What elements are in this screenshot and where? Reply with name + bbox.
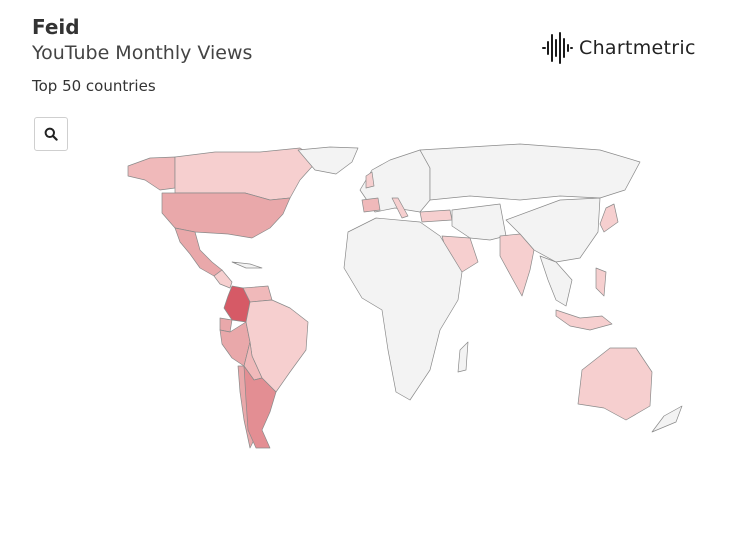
country-turkey[interactable] bbox=[419, 209, 453, 223]
country-colombia[interactable] bbox=[223, 285, 251, 323]
region-southeast-asia bbox=[539, 255, 573, 307]
brand-logo: Chartmetric bbox=[541, 31, 696, 65]
region-central-america bbox=[213, 269, 233, 289]
country-india[interactable] bbox=[499, 233, 535, 297]
country-spain[interactable] bbox=[361, 197, 381, 213]
country-indonesia[interactable] bbox=[555, 309, 613, 331]
country-brazil[interactable] bbox=[245, 299, 309, 393]
country-united-kingdom[interactable] bbox=[365, 171, 375, 189]
country-ecuador[interactable] bbox=[219, 317, 233, 333]
soundwave-logo-icon bbox=[542, 32, 573, 64]
country-argentina[interactable] bbox=[243, 365, 277, 449]
chart-caption: Top 50 countries bbox=[32, 77, 156, 95]
country-australia[interactable] bbox=[577, 347, 653, 421]
country-japan[interactable] bbox=[599, 203, 619, 233]
country-philippines[interactable] bbox=[595, 267, 607, 297]
country-canada[interactable] bbox=[174, 147, 319, 201]
search-icon bbox=[44, 127, 58, 141]
region-middle-east bbox=[451, 203, 507, 241]
country-italy[interactable] bbox=[391, 197, 409, 219]
world-map bbox=[127, 143, 683, 449]
country-alaska[interactable] bbox=[127, 156, 176, 191]
country-new-zealand bbox=[651, 405, 683, 433]
region-africa bbox=[343, 217, 463, 401]
chart-title: YouTube Monthly Views bbox=[32, 42, 253, 64]
map-search-button[interactable] bbox=[34, 117, 68, 151]
artist-name: Feid bbox=[32, 15, 80, 39]
country-madagascar bbox=[457, 341, 469, 373]
country-united-states[interactable] bbox=[161, 192, 291, 239]
country-greenland bbox=[297, 146, 359, 175]
brand-name: Chartmetric bbox=[579, 37, 696, 59]
region-russia bbox=[419, 143, 641, 201]
country-cuba bbox=[231, 261, 263, 269]
country-mexico[interactable] bbox=[174, 227, 223, 277]
